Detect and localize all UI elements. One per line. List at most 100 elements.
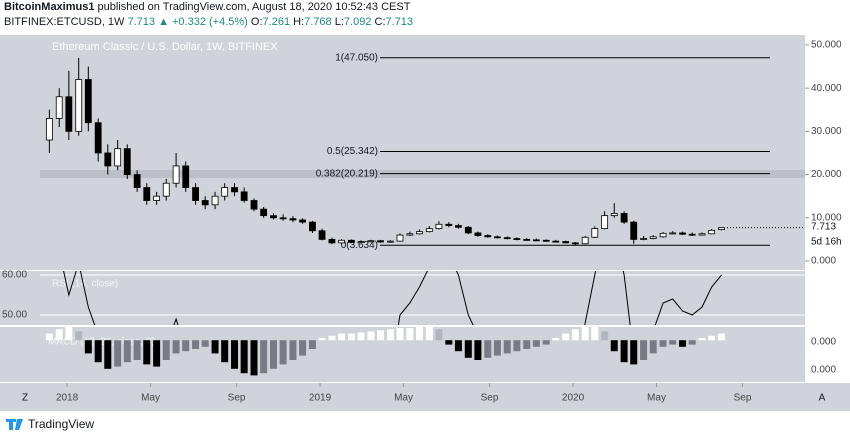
macd-bar (542, 340, 550, 345)
macd-bar (435, 329, 443, 341)
macd-bar (279, 340, 287, 365)
candle-body (669, 232, 677, 235)
candle-body (201, 200, 209, 206)
candle (708, 229, 716, 235)
button[interactable]: Z (22, 393, 28, 404)
candle (669, 231, 677, 235)
candle (250, 198, 258, 212)
x-tick-label: Sep (734, 393, 752, 404)
macd-bar (406, 328, 414, 341)
macd-bar (474, 340, 482, 360)
candle-body (153, 195, 161, 201)
countdown: 5d 16h (811, 237, 842, 248)
macd-bar (153, 340, 161, 367)
candle (581, 235, 589, 245)
macd-bar (464, 340, 472, 358)
candle-body (425, 228, 433, 233)
macd-bar (377, 330, 385, 341)
x-tick-label: 2019 (309, 393, 332, 404)
candle (192, 183, 199, 205)
candle-body (377, 240, 384, 243)
candle-body (718, 227, 725, 231)
candle (211, 191, 219, 210)
candle (84, 66, 92, 132)
macd-bar (601, 331, 609, 341)
macd-bar (445, 340, 453, 345)
candle (435, 221, 443, 230)
candle-body (445, 223, 453, 226)
macd-bar (201, 340, 209, 347)
x-tick-label: May (141, 393, 160, 404)
candle-body (455, 225, 462, 228)
candle-body (679, 232, 686, 235)
fib-label: 0.382(20.219) (316, 168, 378, 179)
candle (367, 239, 375, 243)
macd-bar (454, 340, 462, 352)
macd-bar (318, 338, 326, 341)
macd-label: 0.000 (811, 337, 836, 348)
candle-body (289, 218, 297, 221)
ohlc-label: O: (250, 16, 263, 28)
macd-bar (357, 332, 365, 341)
macd-bar (162, 340, 170, 360)
macd-bar (591, 327, 599, 341)
macd-bar (552, 338, 560, 341)
candle-body (532, 239, 540, 242)
candle-body (45, 118, 53, 141)
candle (279, 214, 287, 221)
candle (231, 183, 238, 197)
candle (718, 227, 725, 231)
candle-body (104, 152, 112, 167)
candle-body (493, 236, 501, 239)
candle (416, 229, 423, 235)
candle-body (338, 239, 345, 244)
candle (532, 238, 540, 242)
candle (445, 222, 453, 228)
candle (542, 239, 550, 242)
candle-body (571, 242, 579, 245)
candle (474, 231, 482, 237)
macd-bar (289, 340, 297, 360)
x-tick-label: May (647, 393, 666, 404)
axes: 0.000 10.000 20.000 30.000 40.000 50.000 60.00… (2, 40, 842, 404)
button[interactable]: A (819, 393, 826, 404)
macd-bar (231, 340, 239, 369)
ohlc-label: H: (293, 16, 305, 28)
macd-bar (104, 340, 112, 369)
candle (640, 235, 648, 241)
candle-body (75, 79, 83, 132)
candle (610, 203, 618, 218)
candle-body (620, 213, 628, 223)
macd-bar (688, 340, 696, 345)
candle (484, 234, 492, 238)
macd-bar (503, 340, 511, 354)
macd-bar (649, 340, 657, 354)
price: 7.713 (127, 16, 155, 28)
candle-body (270, 215, 277, 219)
candle-body (221, 187, 229, 197)
ohlc-value: 7.768 (304, 16, 332, 28)
candle (45, 109, 53, 153)
candle-body (708, 229, 716, 235)
macd-bar (182, 340, 190, 352)
candle (523, 238, 531, 241)
candle (201, 196, 209, 210)
candle-body (416, 231, 423, 235)
ohlc-value: 7.261 (262, 16, 291, 28)
candle-body (464, 226, 472, 234)
candle (455, 223, 462, 229)
fib-label: 0.5(25.342) (327, 146, 378, 157)
ohlc-value: 7.713 (385, 16, 414, 28)
y-tick-label: 60.00 (2, 270, 27, 281)
candle (601, 211, 609, 230)
fib-label: 1(47.050) (335, 52, 378, 63)
macd-bar (532, 340, 540, 347)
candle-body (114, 148, 122, 167)
candle (162, 178, 170, 201)
candle (328, 237, 336, 245)
candle (425, 226, 433, 233)
candle-body (503, 237, 511, 240)
candle-body (65, 96, 73, 132)
macd-bar (523, 340, 531, 349)
